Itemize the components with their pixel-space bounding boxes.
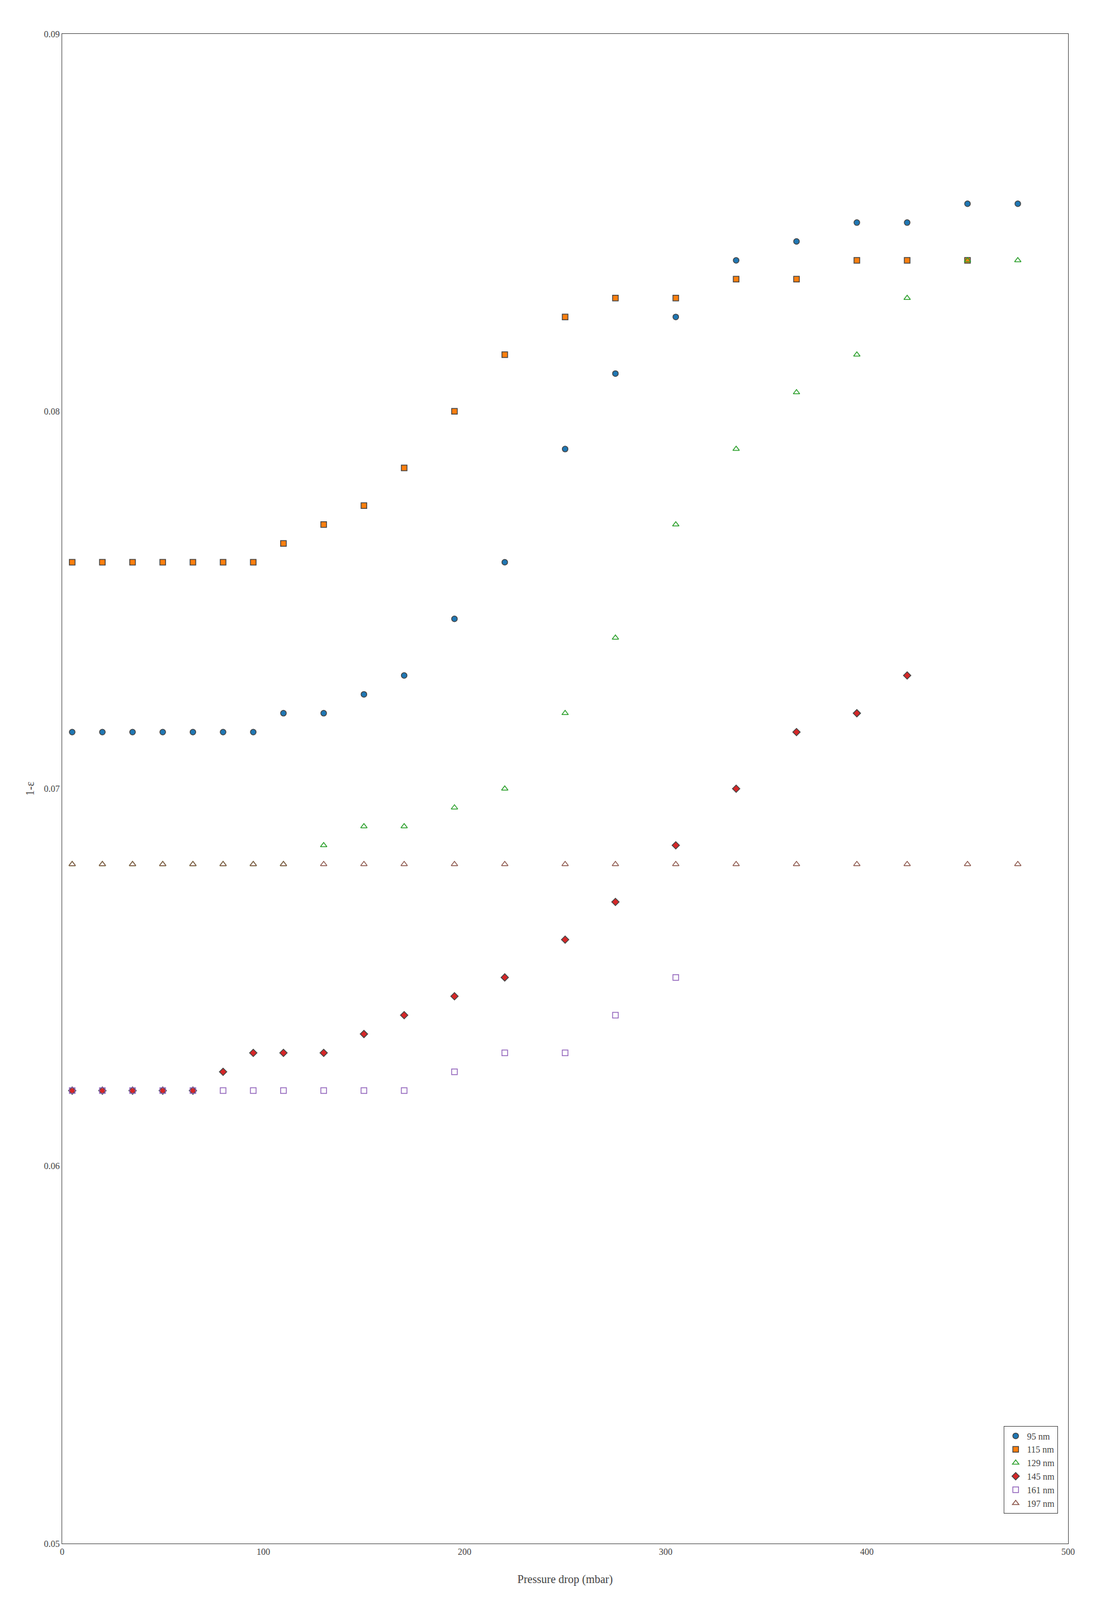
svg-text:0: 0 [59,1547,65,1557]
svg-text:115 nm: 115 nm [1026,1444,1054,1455]
svg-text:400: 400 [860,1547,874,1557]
svg-text:300: 300 [659,1547,673,1557]
svg-text:Pressure drop (mbar): Pressure drop (mbar) [517,1573,613,1587]
svg-text:500: 500 [1061,1547,1075,1557]
svg-text:0.07: 0.07 [44,783,60,794]
svg-text:1-ε: 1-ε [23,781,37,796]
svg-text:200: 200 [457,1547,472,1557]
svg-text:145 nm: 145 nm [1026,1471,1055,1482]
svg-text:0.05: 0.05 [44,1539,60,1549]
svg-text:161 nm: 161 nm [1026,1485,1055,1496]
svg-text:197 nm: 197 nm [1026,1499,1055,1509]
svg-text:100: 100 [256,1547,270,1557]
svg-text:0.08: 0.08 [44,406,60,417]
svg-text:129 nm: 129 nm [1026,1458,1055,1469]
svg-text:0.06: 0.06 [44,1161,60,1171]
svg-text:95 nm: 95 nm [1026,1431,1051,1442]
svg-text:0.09: 0.09 [44,29,60,39]
